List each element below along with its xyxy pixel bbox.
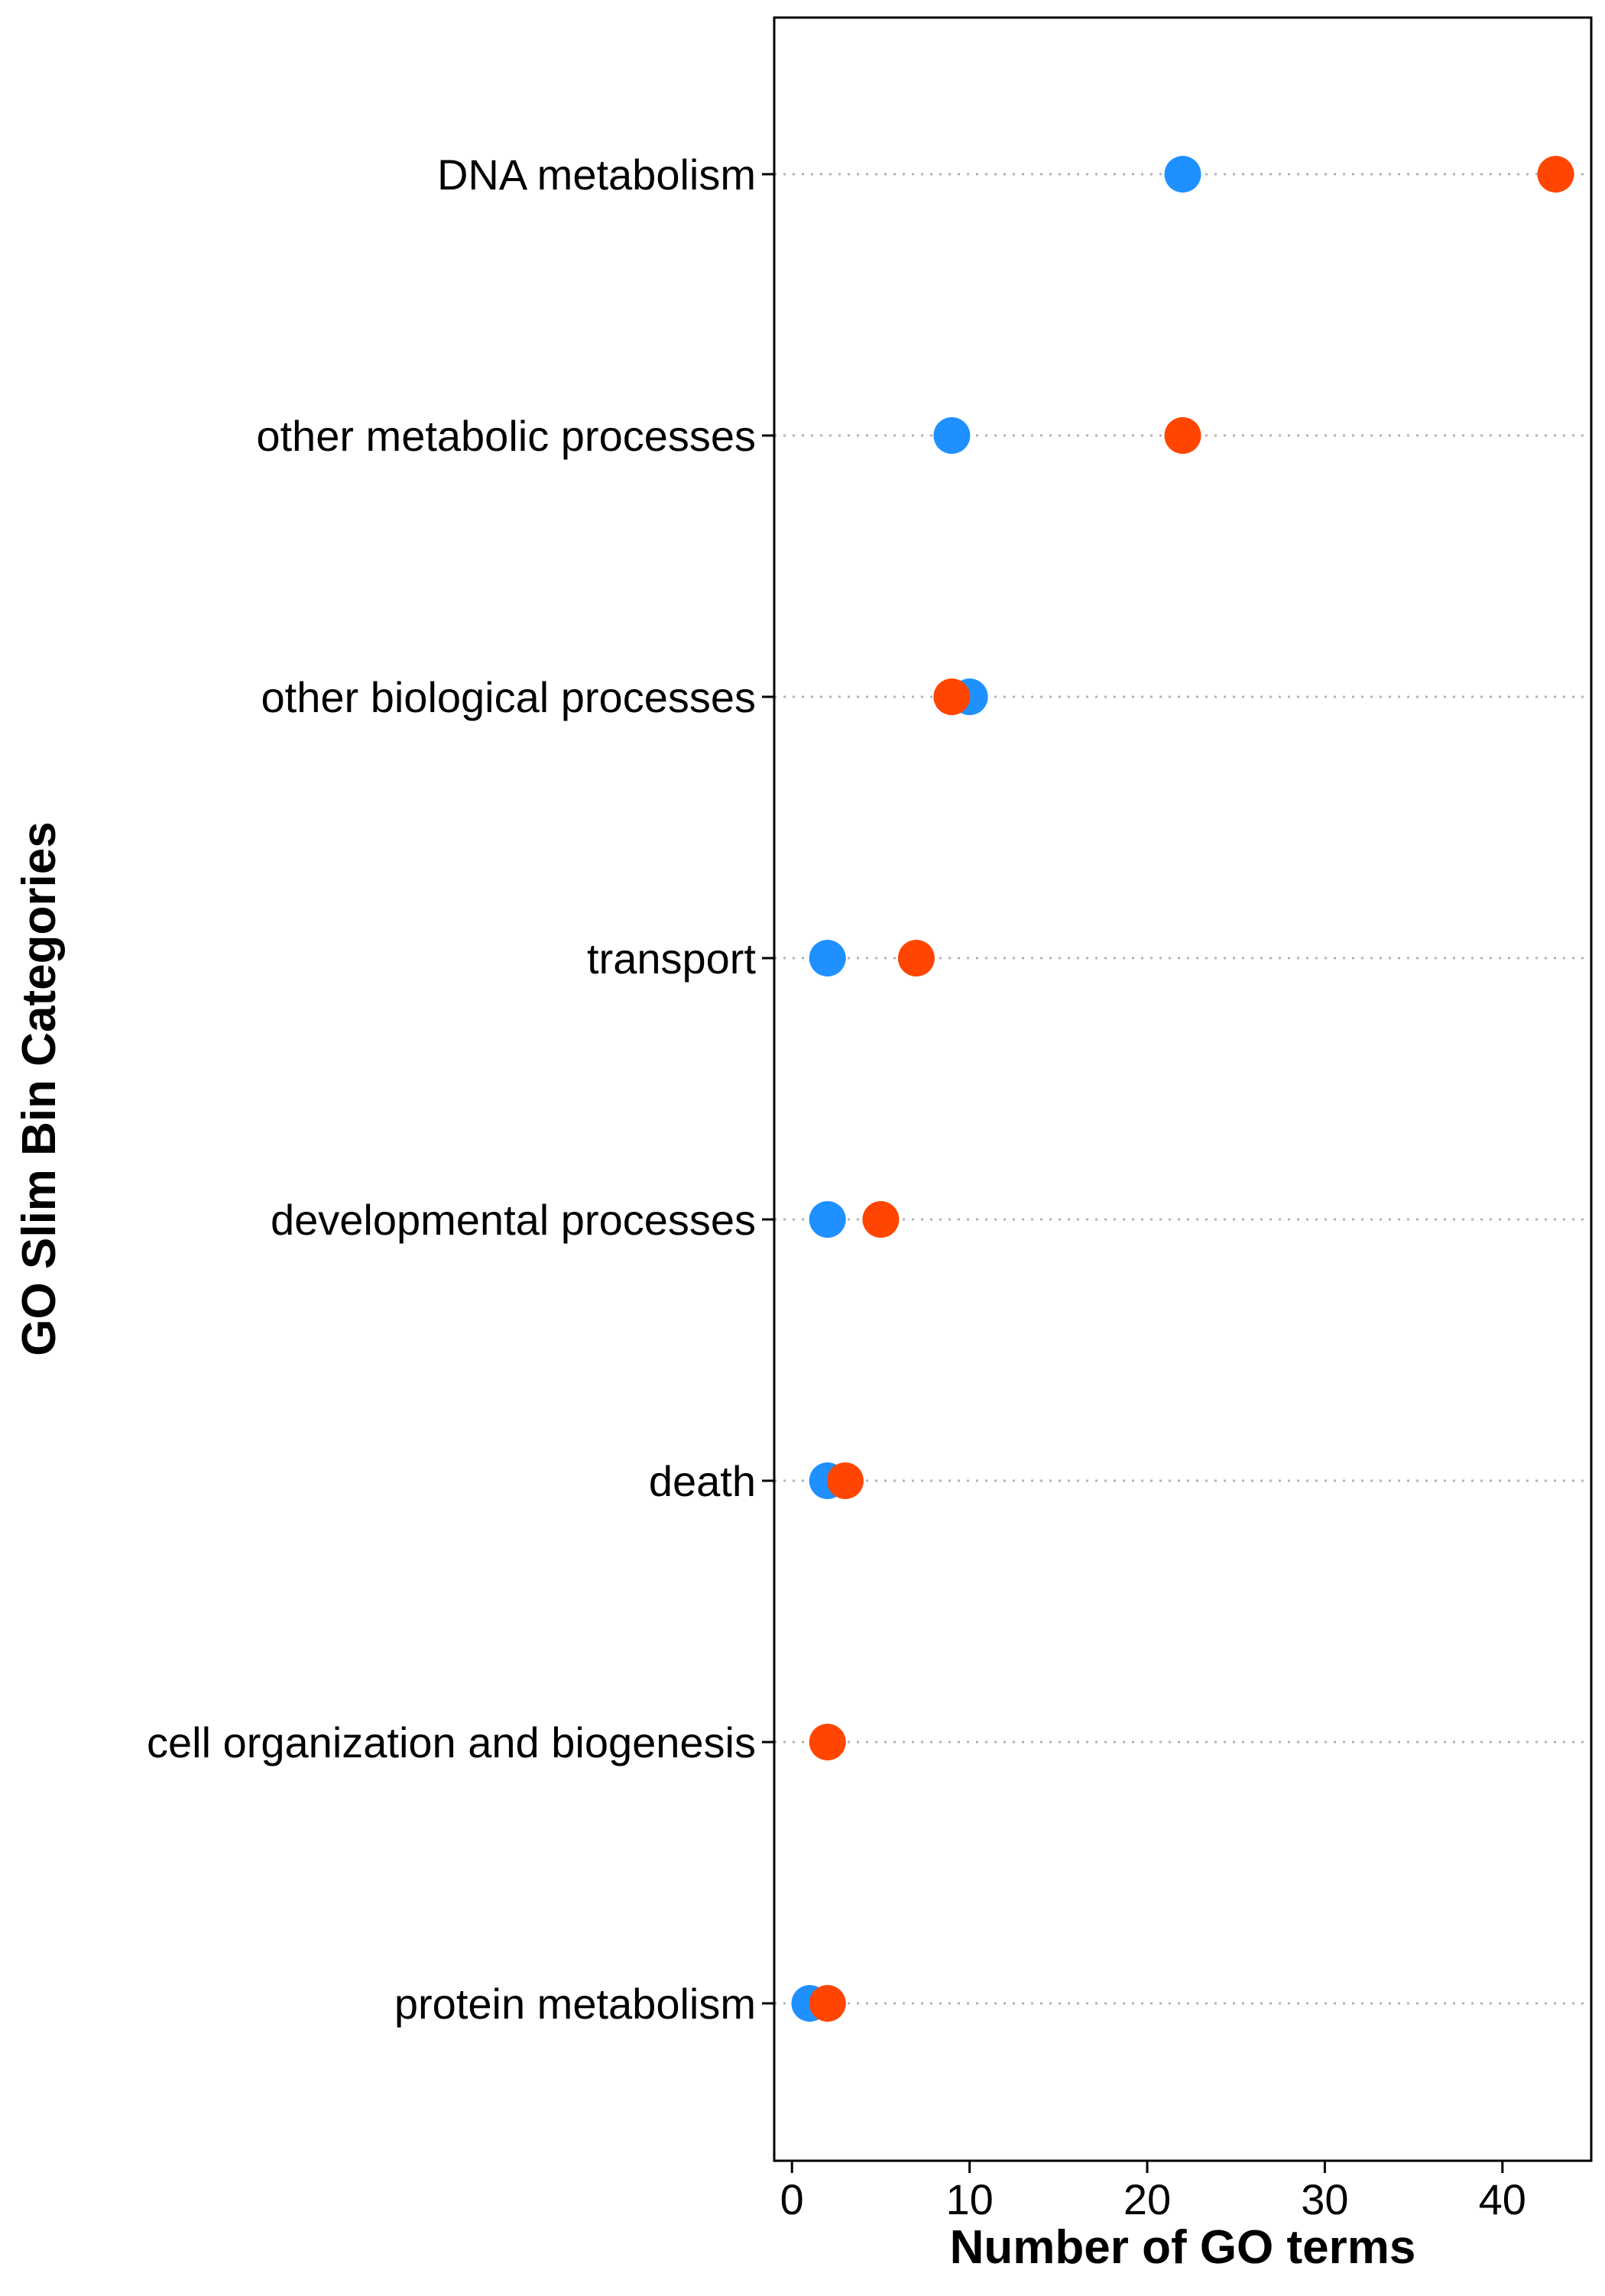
y-category-labels: DNA metabolism other metabolic processes o… — [147, 151, 774, 2028]
data-point-series-1 — [933, 417, 971, 454]
x-tick-label: 10 — [945, 2175, 993, 2223]
x-tick-label: 0 — [780, 2175, 804, 2223]
data-point-series-2 — [862, 1201, 900, 1238]
data-point-series-2 — [809, 1985, 846, 2022]
plot-frame — [773, 16, 1593, 2162]
x-tick-label: 20 — [1124, 2175, 1171, 2223]
guide-lines — [774, 173, 1591, 2005]
data-point-series-2 — [897, 940, 935, 976]
data-point-series-2 — [826, 1462, 864, 1499]
data-points — [791, 156, 1574, 2022]
y-category-label: protein metabolism — [394, 1980, 756, 2028]
data-point-series-2 — [933, 678, 971, 715]
data-point-series-1 — [809, 1201, 846, 1238]
data-point-series-1 — [1164, 156, 1201, 193]
x-tick-label: 40 — [1479, 2175, 1526, 2223]
y-category-label: death — [649, 1457, 756, 1505]
data-point-series-2 — [809, 1724, 846, 1760]
x-axis-title: Number of GO terms — [950, 2221, 1416, 2274]
data-point-series-2 — [1164, 417, 1201, 454]
y-category-label: cell organization and biogenesis — [147, 1718, 756, 1767]
y-category-label: other biological processes — [261, 673, 756, 721]
data-point-series-2 — [1537, 156, 1574, 193]
y-category-label: DNA metabolism — [437, 151, 756, 199]
x-axis-ticks: 0 10 20 30 40 — [780, 2161, 1526, 2223]
y-axis-title: GO Slim Bin Categories — [13, 821, 66, 1355]
x-tick-label: 30 — [1301, 2175, 1348, 2223]
y-category-label: developmental processes — [271, 1196, 756, 1244]
data-point-series-1 — [809, 940, 846, 976]
y-category-label: transport — [587, 934, 756, 983]
y-category-label: other metabolic processes — [256, 412, 756, 460]
